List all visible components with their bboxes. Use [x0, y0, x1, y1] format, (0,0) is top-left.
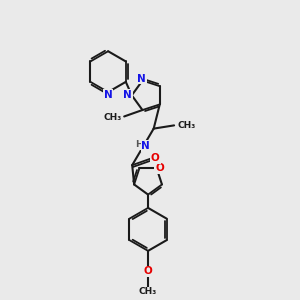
Text: N: N	[124, 90, 132, 100]
Text: CH₃: CH₃	[139, 287, 157, 296]
Text: O: O	[151, 153, 160, 163]
Text: O: O	[144, 266, 152, 276]
Text: N: N	[137, 74, 146, 84]
Text: N: N	[104, 90, 112, 100]
Text: N: N	[142, 141, 150, 151]
Text: O: O	[155, 163, 164, 173]
Text: CH₃: CH₃	[103, 113, 121, 122]
Text: CH₃: CH₃	[177, 121, 195, 130]
Text: H: H	[135, 140, 143, 149]
